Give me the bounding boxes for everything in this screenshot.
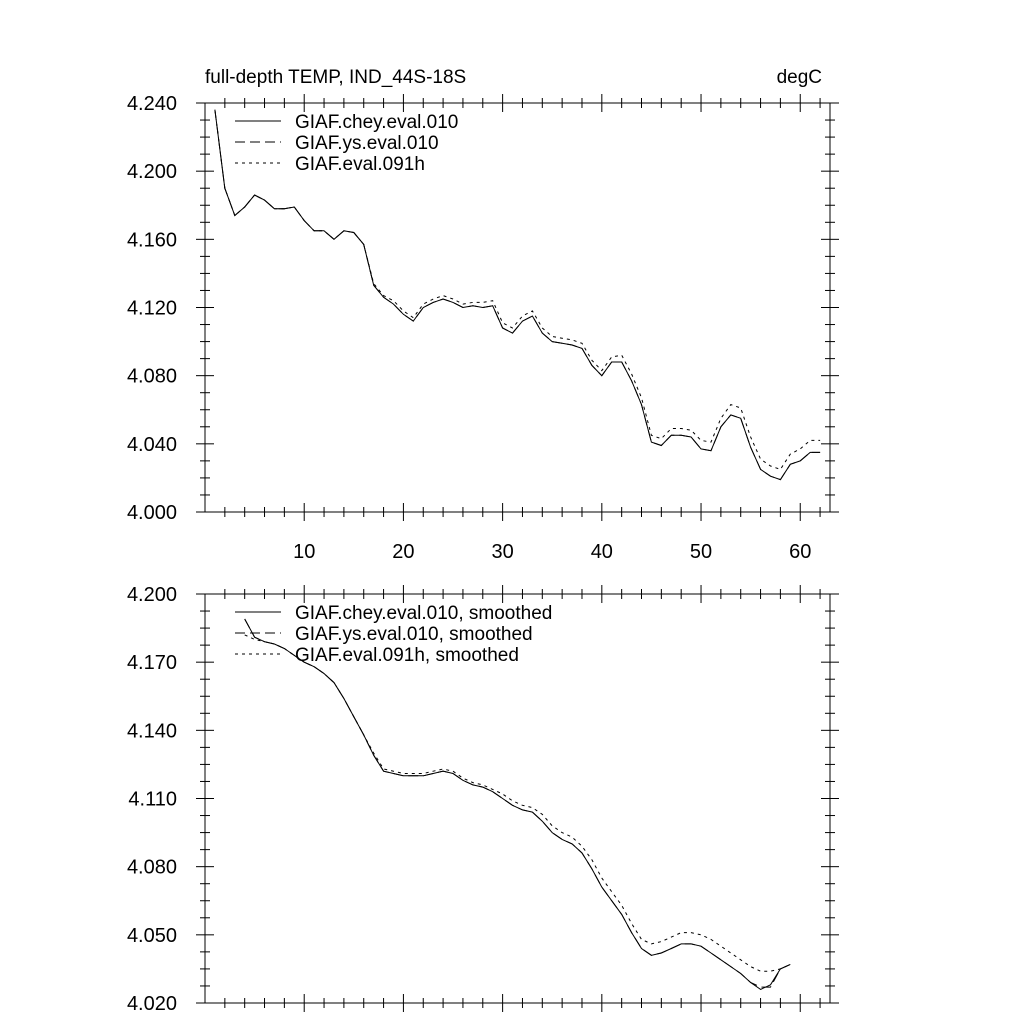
chart-panel-2: 4.020 4.050 4.080 4.110 4.140 4.170 4.200 GIAF.… (127, 584, 839, 1015)
y-tick-label: 4.200 (127, 584, 177, 606)
legend-label: GIAF.chey.eval.010, smoothed (295, 603, 552, 624)
series-line-dashed (214, 109, 821, 481)
chart-title: full-depth TEMP, IND_44S-18S (205, 67, 466, 88)
y-tick-label: 4.200 (127, 161, 177, 183)
y-tick-label: 4.240 (127, 93, 177, 115)
y-tick-label: 4.080 (127, 857, 177, 879)
y-tick-label: 4.110 (128, 789, 177, 811)
legend-label: GIAF.eval.091h, smoothed (295, 645, 519, 666)
legend-label: GIAF.ys.eval.010, smoothed (295, 624, 533, 645)
legend-label: GIAF.eval.091h (295, 154, 425, 175)
legend-label: GIAF.ys.eval.010 (295, 133, 439, 154)
x-tick-label: 30 (491, 541, 513, 563)
x-tick-label: 20 (392, 541, 414, 563)
x-tick-label: 40 (591, 541, 613, 563)
y-tick-label: 4.000 (127, 502, 177, 524)
series-line-solid (244, 618, 791, 990)
chart-units: degC (777, 67, 822, 88)
x-tick-label: 50 (690, 541, 712, 563)
x-tick-label: 10 (293, 541, 315, 563)
y-tick-label: 4.080 (127, 366, 177, 388)
y-tick-label: 4.140 (127, 720, 177, 742)
y-tick-label: 4.050 (127, 925, 177, 947)
y-tick-label: 4.120 (127, 298, 177, 320)
x-tick-label: 60 (789, 541, 811, 563)
series-line-dotted (244, 634, 791, 972)
chart-panel-1: 4.000 4.040 4.080 4.120 4.160 4.200 4.240 10 20 3… (127, 67, 839, 563)
y-tick-label: 4.040 (127, 434, 177, 456)
series-line-dotted (214, 109, 821, 470)
legend-label: GIAF.chey.eval.010 (295, 112, 458, 133)
y-tick-label: 4.160 (127, 229, 177, 251)
y-tick-label: 4.170 (127, 652, 177, 674)
y-tick-label: 4.020 (127, 993, 177, 1015)
